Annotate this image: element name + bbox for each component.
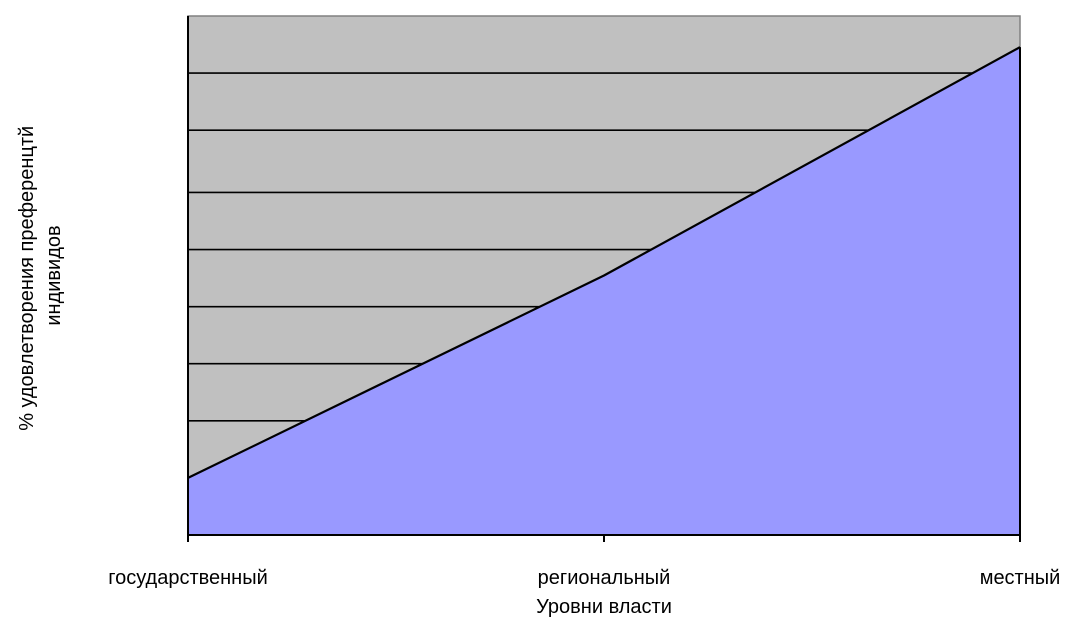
area-line-series-0 (187, 46, 1021, 479)
area-fill-series-0 (188, 47, 1020, 535)
area-series (187, 46, 1021, 535)
y-axis-title: % удовлетворения преференцтй индивидов (16, 120, 65, 431)
x-tick-label-2: местный (980, 567, 1061, 589)
y-axis-title-line-1: % удовлетворения преференцтй (16, 126, 38, 431)
axes (187, 16, 1021, 542)
y-axis-title-line-2: индивидов (43, 225, 65, 325)
x-axis-title: Уровни власти (536, 596, 672, 618)
x-tick-label-1: региональный (538, 567, 671, 589)
x-tick-label-0: государственный (108, 567, 268, 589)
x-tick-labels: государственный региональный местный (108, 567, 1060, 589)
